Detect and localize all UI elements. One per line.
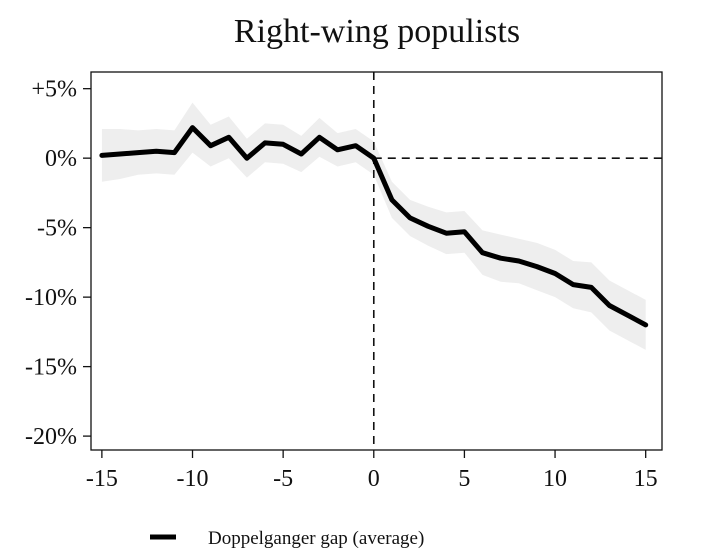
data-point bbox=[335, 147, 340, 152]
data-point bbox=[607, 303, 612, 308]
x-tick-label: 15 bbox=[634, 466, 658, 492]
data-point bbox=[589, 285, 594, 290]
x-tick-label: 10 bbox=[543, 466, 567, 492]
data-point bbox=[462, 229, 467, 234]
data-point bbox=[353, 143, 358, 148]
y-tick-label: -10% bbox=[25, 285, 77, 311]
y-tick-label: -15% bbox=[25, 355, 77, 381]
data-point bbox=[136, 150, 141, 155]
data-point bbox=[426, 224, 431, 229]
x-tick-label: 0 bbox=[368, 466, 380, 492]
data-point bbox=[118, 151, 123, 156]
data-point bbox=[408, 215, 413, 220]
data-point bbox=[389, 197, 394, 202]
x-tick-label: -5 bbox=[273, 466, 293, 492]
data-point bbox=[99, 153, 104, 158]
y-tick-label: -5% bbox=[37, 216, 77, 242]
series-line bbox=[99, 125, 649, 328]
data-point bbox=[498, 256, 503, 261]
data-point bbox=[208, 143, 213, 148]
data-point bbox=[534, 264, 539, 269]
data-point bbox=[553, 271, 558, 276]
x-tick-label: 5 bbox=[458, 466, 470, 492]
data-point bbox=[244, 156, 249, 161]
x-tick-label: -10 bbox=[177, 466, 209, 492]
y-tick-label: 0% bbox=[45, 146, 77, 172]
legend: Doppelganger gap (average) bbox=[150, 528, 424, 549]
y-tick-label: -20% bbox=[25, 424, 77, 450]
y-tick-label: +5% bbox=[31, 77, 77, 103]
data-point bbox=[226, 135, 231, 140]
data-point bbox=[371, 156, 376, 161]
data-point bbox=[317, 135, 322, 140]
plot-frame bbox=[90, 71, 663, 451]
plot-area: +5% 0% -5% -10% -15% -20% -15 -10 -5 0 5 10 15 bbox=[25, 71, 663, 492]
data-point bbox=[480, 250, 485, 255]
data-point bbox=[154, 149, 159, 154]
confidence-band bbox=[101, 102, 646, 350]
data-point bbox=[571, 282, 576, 287]
legend-label: Doppelganger gap (average) bbox=[208, 528, 424, 549]
data-point bbox=[444, 231, 449, 236]
data-point bbox=[516, 259, 521, 264]
data-point bbox=[172, 150, 177, 155]
data-point bbox=[299, 151, 304, 156]
data-point bbox=[625, 313, 630, 318]
chart-title: Right-wing populists bbox=[234, 13, 520, 50]
data-point bbox=[263, 140, 268, 145]
x-tick-label: -15 bbox=[86, 466, 118, 492]
data-point bbox=[190, 125, 195, 130]
data-point bbox=[281, 142, 286, 147]
data-point bbox=[643, 322, 648, 327]
